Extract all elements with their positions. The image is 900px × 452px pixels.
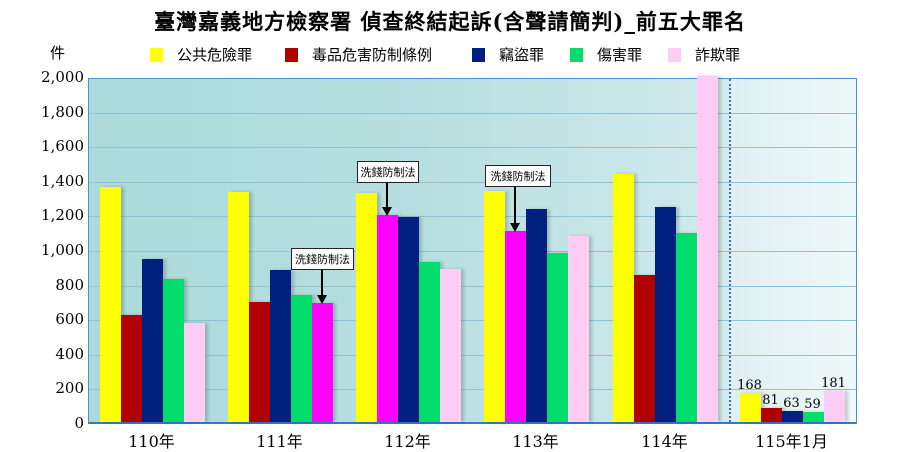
- legend-label: 毒品危害防制條例: [312, 46, 433, 64]
- bar: [356, 192, 377, 422]
- bar-value-label: 168: [737, 377, 762, 393]
- plot-area: [88, 76, 857, 424]
- x-tick-label: 115年1月: [755, 432, 828, 451]
- gridline: [89, 320, 856, 322]
- bar: [163, 279, 184, 422]
- legend-item-drugs: 毒品危害防制條例: [285, 44, 432, 65]
- y-tick-label: 2,000: [41, 68, 84, 86]
- bar: [613, 173, 634, 422]
- legend-label: 公共危險罪: [177, 46, 253, 64]
- arrow-down-icon: [509, 222, 520, 232]
- annotation-box: 洗錢防制法: [485, 165, 551, 187]
- x-tick-label: 112年: [384, 432, 431, 451]
- legend-label: 詐欺罪: [695, 46, 741, 64]
- annotation-box: 洗錢防制法: [291, 248, 354, 270]
- bar: [142, 258, 163, 422]
- gridline: [89, 251, 856, 252]
- legend-item-public-danger: 公共危險罪: [150, 44, 252, 65]
- bar: [740, 392, 761, 422]
- chart-title: 臺灣嘉義地方檢察署 偵查終結起訴(含聲請簡判)_前五大罪名: [154, 9, 746, 34]
- bar: [655, 206, 676, 422]
- bar: [312, 302, 333, 422]
- x-tick-label: 110年: [128, 432, 175, 451]
- arrow-line: [320, 270, 323, 296]
- bar-value-label: 59: [804, 396, 821, 412]
- gridline: [89, 181, 856, 183]
- bar: [377, 215, 398, 422]
- bar: [121, 314, 142, 422]
- gridline: [89, 389, 856, 391]
- bar: [568, 236, 589, 422]
- y-tick-label: 600: [55, 310, 84, 329]
- gridline: [89, 216, 856, 218]
- bar: [249, 301, 270, 422]
- y-tick-label: 800: [55, 275, 84, 294]
- bar: [761, 408, 782, 422]
- bar-value-label: 81: [762, 392, 779, 408]
- bar-value-label: 63: [783, 396, 800, 412]
- bar-value-label: 181: [821, 375, 846, 391]
- bar: [228, 191, 249, 422]
- gridline: [89, 112, 856, 114]
- gridline: [89, 285, 856, 287]
- bar: [291, 294, 312, 422]
- plot-area-highlight-region: [730, 79, 856, 422]
- bar: [184, 322, 205, 422]
- gridline: [89, 354, 856, 356]
- annotation-box: 洗錢防制法: [357, 161, 419, 183]
- legend-swatch-icon: [150, 47, 163, 62]
- period-divider: [729, 79, 731, 422]
- y-tick-label: 400: [55, 344, 84, 363]
- bar: [398, 217, 419, 422]
- y-tick-label: 1,600: [41, 137, 84, 156]
- bar: [419, 261, 440, 422]
- x-tick-label: 113年: [512, 432, 559, 451]
- legend-swatch-icon: [668, 47, 681, 62]
- legend-item-fraud: 詐欺罪: [668, 44, 740, 65]
- legend-item-theft: 竊盜罪: [472, 44, 544, 65]
- bar: [782, 411, 803, 422]
- legend-swatch-icon: [472, 47, 485, 62]
- arrow-line: [385, 183, 388, 209]
- bar: [697, 76, 718, 422]
- gridline: [89, 147, 856, 149]
- legend-swatch-icon: [285, 47, 298, 62]
- bar: [547, 253, 568, 422]
- bar: [634, 274, 655, 422]
- legend-item-injury: 傷害罪: [570, 44, 642, 65]
- arrow-line: [513, 187, 516, 224]
- bar: [803, 411, 824, 422]
- bar: [484, 191, 505, 422]
- x-tick-label: 111年: [256, 432, 303, 451]
- y-tick-label: 1,000: [41, 241, 84, 259]
- bar: [676, 233, 697, 422]
- legend-label: 竊盜罪: [499, 46, 545, 64]
- y-tick-label: 1,400: [41, 171, 84, 190]
- y-axis-unit-label: 件: [50, 44, 66, 62]
- bar: [824, 390, 845, 422]
- bar: [440, 268, 461, 422]
- x-tick-label: 114年: [641, 432, 688, 451]
- bar: [526, 209, 547, 422]
- y-tick-label: 200: [55, 379, 84, 398]
- y-tick-label: 0: [74, 414, 84, 432]
- y-tick-label: 1,200: [41, 206, 84, 225]
- y-tick-label: 1,800: [41, 102, 84, 121]
- bar: [270, 269, 291, 422]
- bar: [100, 186, 121, 422]
- arrow-down-icon: [381, 207, 392, 217]
- legend-swatch-icon: [570, 47, 583, 62]
- bar: [505, 230, 526, 422]
- legend-label: 傷害罪: [597, 46, 643, 64]
- arrow-down-icon: [316, 294, 327, 304]
